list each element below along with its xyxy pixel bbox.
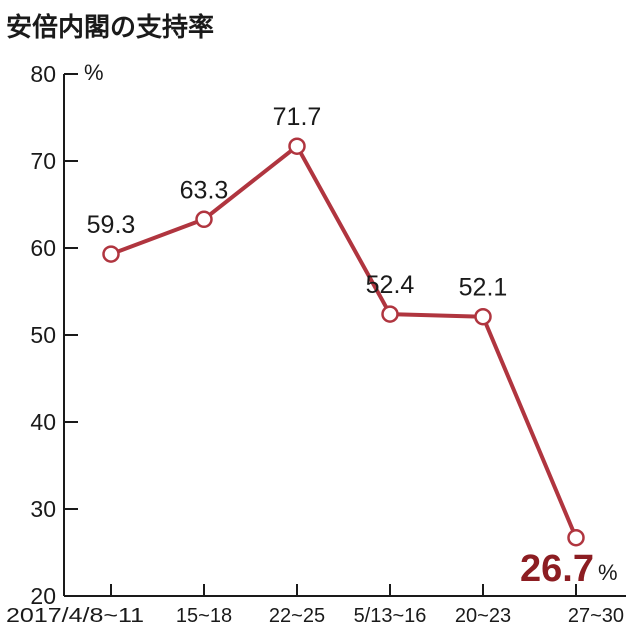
- x-tick-label: 27~30: [568, 605, 624, 627]
- data-labels: 59.3 63.3 71.7 52.4 52.1 26.7%: [87, 103, 618, 590]
- x-tick-label: 2017/4/8~11: [6, 605, 144, 627]
- data-label: 71.7: [273, 103, 322, 131]
- y-tick-label: 20: [30, 583, 56, 609]
- y-tick-label: 30: [30, 496, 56, 522]
- y-tick-label: 80: [30, 61, 56, 87]
- data-point: [381, 305, 399, 323]
- data-label: 52.4: [366, 271, 415, 299]
- y-tick-label: 40: [30, 409, 56, 435]
- data-point: [195, 210, 213, 229]
- data-label: 52.1: [459, 274, 508, 302]
- data-label-highlight: 26.7: [520, 548, 594, 590]
- x-tick-label: 15~18: [176, 605, 232, 627]
- x-tick-label: 20~23: [455, 605, 511, 627]
- data-point: [288, 137, 306, 155]
- axes: [63, 74, 626, 597]
- data-point: [567, 528, 585, 547]
- x-tick-label: 5/13~16: [354, 605, 427, 627]
- chart-title: 安倍内閣の支持率: [6, 12, 214, 43]
- series-line: [102, 137, 585, 547]
- data-label-unit: %: [598, 560, 618, 585]
- data-label: 59.3: [87, 211, 136, 239]
- y-axis-unit: %: [84, 60, 104, 85]
- x-tick-label: 22~25: [269, 605, 325, 627]
- data-label: 63.3: [180, 176, 229, 204]
- y-axis-ticks: 20 30 40 50 60 70 80: [30, 61, 78, 609]
- series-polyline: [110, 144, 578, 539]
- y-tick-label: 50: [30, 322, 56, 348]
- x-axis-ticks: 2017/4/8~11 15~18 22~25 5/13~16 20~23 27~30: [6, 584, 624, 627]
- data-point: [102, 245, 120, 263]
- data-point: [474, 307, 492, 326]
- y-tick-label: 70: [30, 148, 56, 174]
- y-tick-label: 60: [30, 235, 56, 261]
